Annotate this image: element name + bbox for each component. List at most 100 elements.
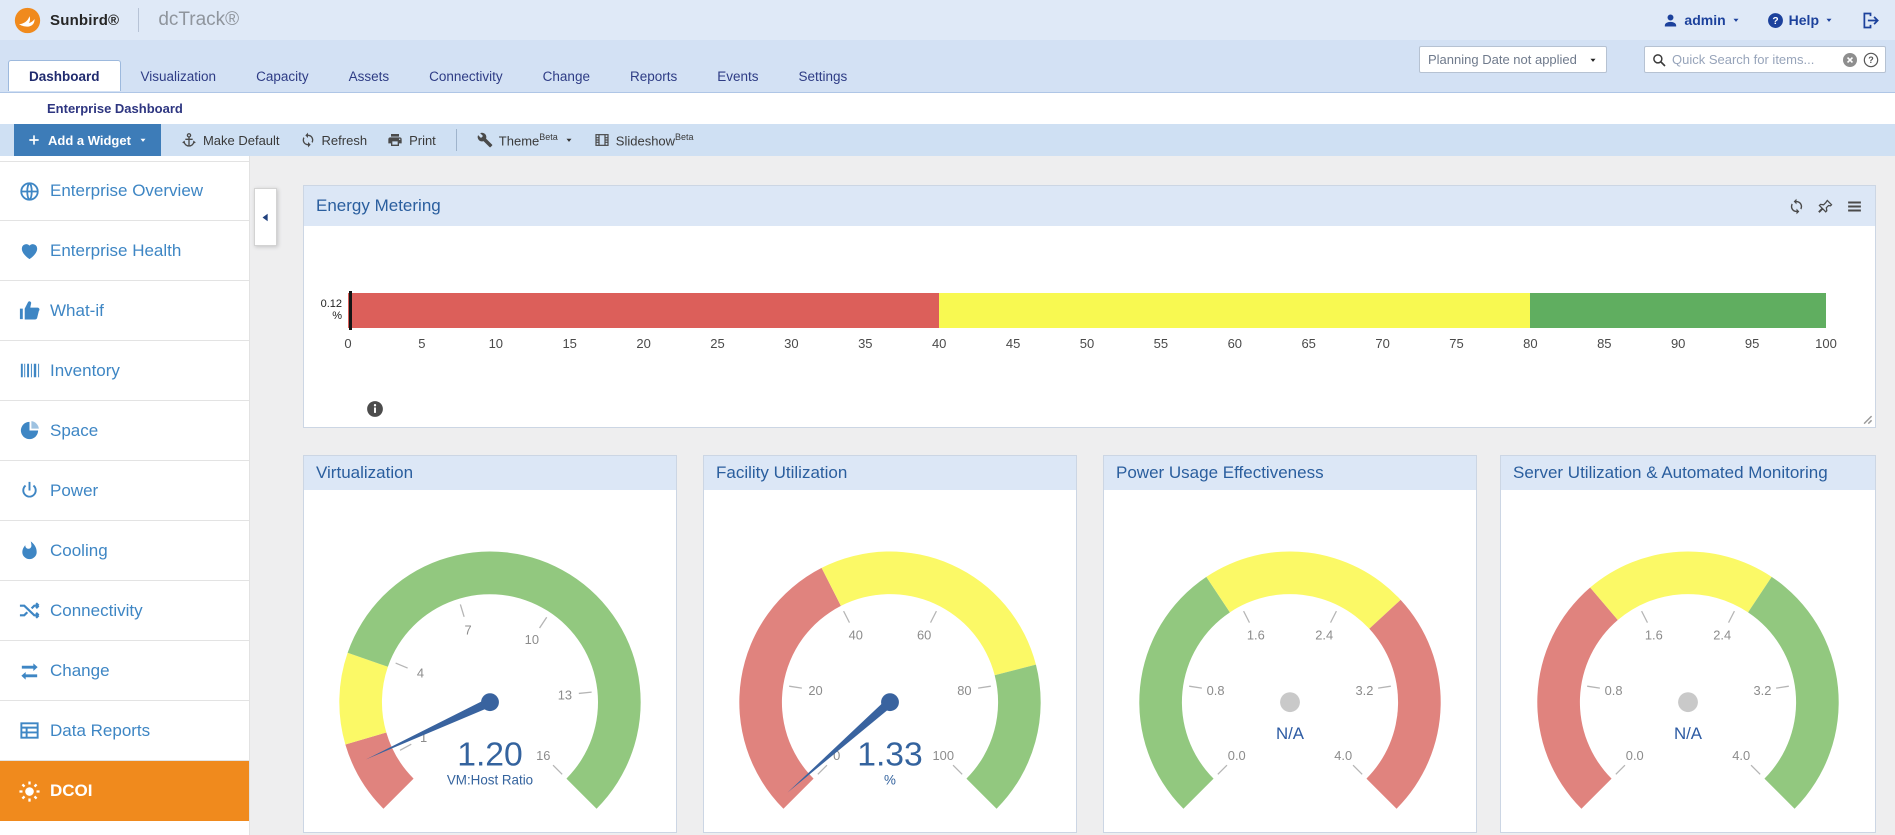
planning-date-dropdown[interactable]: Planning Date not applied <box>1419 46 1607 73</box>
chevron-left-icon <box>259 211 272 224</box>
tab-dashboard[interactable]: Dashboard <box>8 60 121 91</box>
sidebar-item-label: Change <box>50 660 110 680</box>
gauge-band <box>339 652 388 745</box>
clear-search-icon[interactable] <box>1842 52 1858 68</box>
add-widget-label: Add a Widget <box>48 132 131 148</box>
axis-tick-label: 5 <box>418 336 426 351</box>
slideshow-button[interactable]: SlideshowBeta <box>594 132 694 148</box>
sidebar-item-connectivity[interactable]: Connectivity <box>0 581 249 641</box>
gauge-tick <box>539 616 548 629</box>
axis-tick-label: 65 <box>1301 336 1316 351</box>
gauge-hub <box>1280 692 1300 713</box>
sidebar-item-label: Data Reports <box>50 720 151 740</box>
sidebar-item-enterprise-health[interactable]: Enterprise Health <box>0 221 249 281</box>
gauge-tick-label: 2.4 <box>1315 627 1333 642</box>
resize-handle[interactable] <box>1858 410 1873 425</box>
tab-capacity[interactable]: Capacity <box>256 69 309 84</box>
dashboard-toolbar: Add a Widget Make Default Refresh Print … <box>0 124 1895 156</box>
tab-settings[interactable]: Settings <box>798 69 848 84</box>
gauge-band <box>1748 576 1839 809</box>
gauge-hub <box>881 693 899 712</box>
user-menu[interactable]: admin <box>1662 12 1740 29</box>
theme-button[interactable]: ThemeBeta <box>477 132 574 148</box>
gauge-tick-label: 1.6 <box>1247 627 1265 642</box>
make-default-button[interactable]: Make Default <box>181 132 280 148</box>
sidebar-item-label: Enterprise Health <box>50 240 182 260</box>
make-default-label: Make Default <box>202 132 280 148</box>
refresh-button[interactable]: Refresh <box>300 132 368 148</box>
sidebar-item-data-reports[interactable]: Data Reports <box>0 701 249 761</box>
gauge-tick-label: 20 <box>808 683 822 698</box>
facility-utilization-widget: Facility Utilization 0 20 40 60 80 100 1.33% <box>703 455 1077 833</box>
axis-tick-label: 15 <box>562 336 577 351</box>
print-button[interactable]: Print <box>387 132 436 148</box>
sidebar-item-change[interactable]: Change <box>0 641 249 701</box>
sidebar-item-power[interactable]: Power <box>0 461 249 521</box>
content-area: Enterprise Overview Enterprise Health What… <box>0 156 1895 835</box>
widget-header-icons <box>1788 198 1863 215</box>
tab-reports[interactable]: Reports <box>629 69 678 84</box>
brand-name: Sunbird® <box>50 11 120 29</box>
question-circle-icon: ? <box>1767 12 1784 29</box>
gauge-tick <box>1352 764 1363 775</box>
flame-icon <box>18 539 41 562</box>
sidebar-item-label: Inventory <box>50 360 120 380</box>
heart-icon <box>18 239 41 262</box>
gauge-needle <box>787 698 893 793</box>
gauge-value-marker <box>348 291 352 330</box>
gauge-value-label: 1.20 <box>457 736 523 774</box>
shuffle-icon <box>18 599 41 622</box>
globe-icon <box>18 180 41 203</box>
thumbs-up-icon <box>18 299 41 322</box>
sidebar-item-enterprise-overview[interactable]: Enterprise Overview <box>0 161 249 221</box>
gauge-tick-label: 100 <box>932 748 953 763</box>
gauge-tick-label: 3.2 <box>1355 683 1373 698</box>
gauge-band <box>348 293 940 328</box>
sidebar-item-cooling[interactable]: Cooling <box>0 521 249 581</box>
axis-tick-label: 40 <box>931 336 947 351</box>
widget-title: Server Utilization & Automated Monitorin… <box>1513 463 1828 482</box>
tab-connectivity[interactable]: Connectivity <box>429 69 503 84</box>
axis-tick-label: 80 <box>1523 336 1538 351</box>
tab-events[interactable]: Events <box>717 69 759 84</box>
pue-widget: Power Usage Effectiveness 0.0 0.8 1.6 2.4 3.… <box>1103 455 1477 833</box>
tab-assets[interactable]: Assets <box>348 69 390 84</box>
search-help-icon[interactable]: ? <box>1863 52 1879 68</box>
gauge-tick-label: 0 <box>833 748 840 763</box>
sidebar-item-inventory[interactable]: Inventory <box>0 341 249 401</box>
gauge-band <box>1537 587 1618 809</box>
logout-icon[interactable] <box>1860 10 1881 31</box>
search-input[interactable] <box>1672 52 1837 67</box>
sidebar-item-dcoi[interactable]: DCOI <box>0 761 249 821</box>
widget-title: Facility Utilization <box>716 463 848 482</box>
gauge-tick-label: 1 <box>420 730 427 745</box>
user-menu-label: admin <box>1684 12 1726 28</box>
gauge-tick <box>978 685 991 689</box>
info-icon[interactable] <box>366 400 384 418</box>
widget-title: Energy Metering <box>316 196 441 215</box>
user-icon <box>1662 12 1679 29</box>
chevron-down-icon <box>1824 15 1834 25</box>
sidebar-collapse-button[interactable] <box>254 188 277 246</box>
sidebar-item-label: DCOI <box>50 781 93 800</box>
film-icon <box>594 132 610 148</box>
gauge-band <box>1590 551 1772 620</box>
gauge-tick <box>952 764 963 775</box>
help-menu[interactable]: ? Help <box>1767 12 1834 29</box>
tab-visualization[interactable]: Visualization <box>140 69 217 84</box>
refresh-label: Refresh <box>321 132 368 148</box>
svg-text:?: ? <box>1868 55 1874 65</box>
gauge-tick-label: 80 <box>957 683 971 698</box>
tab-change[interactable]: Change <box>542 69 590 84</box>
sidebar-item-space[interactable]: Space <box>0 401 249 461</box>
add-widget-button[interactable]: Add a Widget <box>14 124 161 156</box>
widget-refresh-icon[interactable] <box>1788 198 1805 215</box>
power-icon <box>18 479 41 502</box>
axis-tick-label: 35 <box>858 336 873 351</box>
widget-menu-icon[interactable] <box>1846 198 1863 215</box>
sidebar-item-what-if[interactable]: What-if <box>0 281 249 341</box>
widget-pin-icon[interactable] <box>1817 198 1834 215</box>
gauge-needle <box>365 698 492 760</box>
